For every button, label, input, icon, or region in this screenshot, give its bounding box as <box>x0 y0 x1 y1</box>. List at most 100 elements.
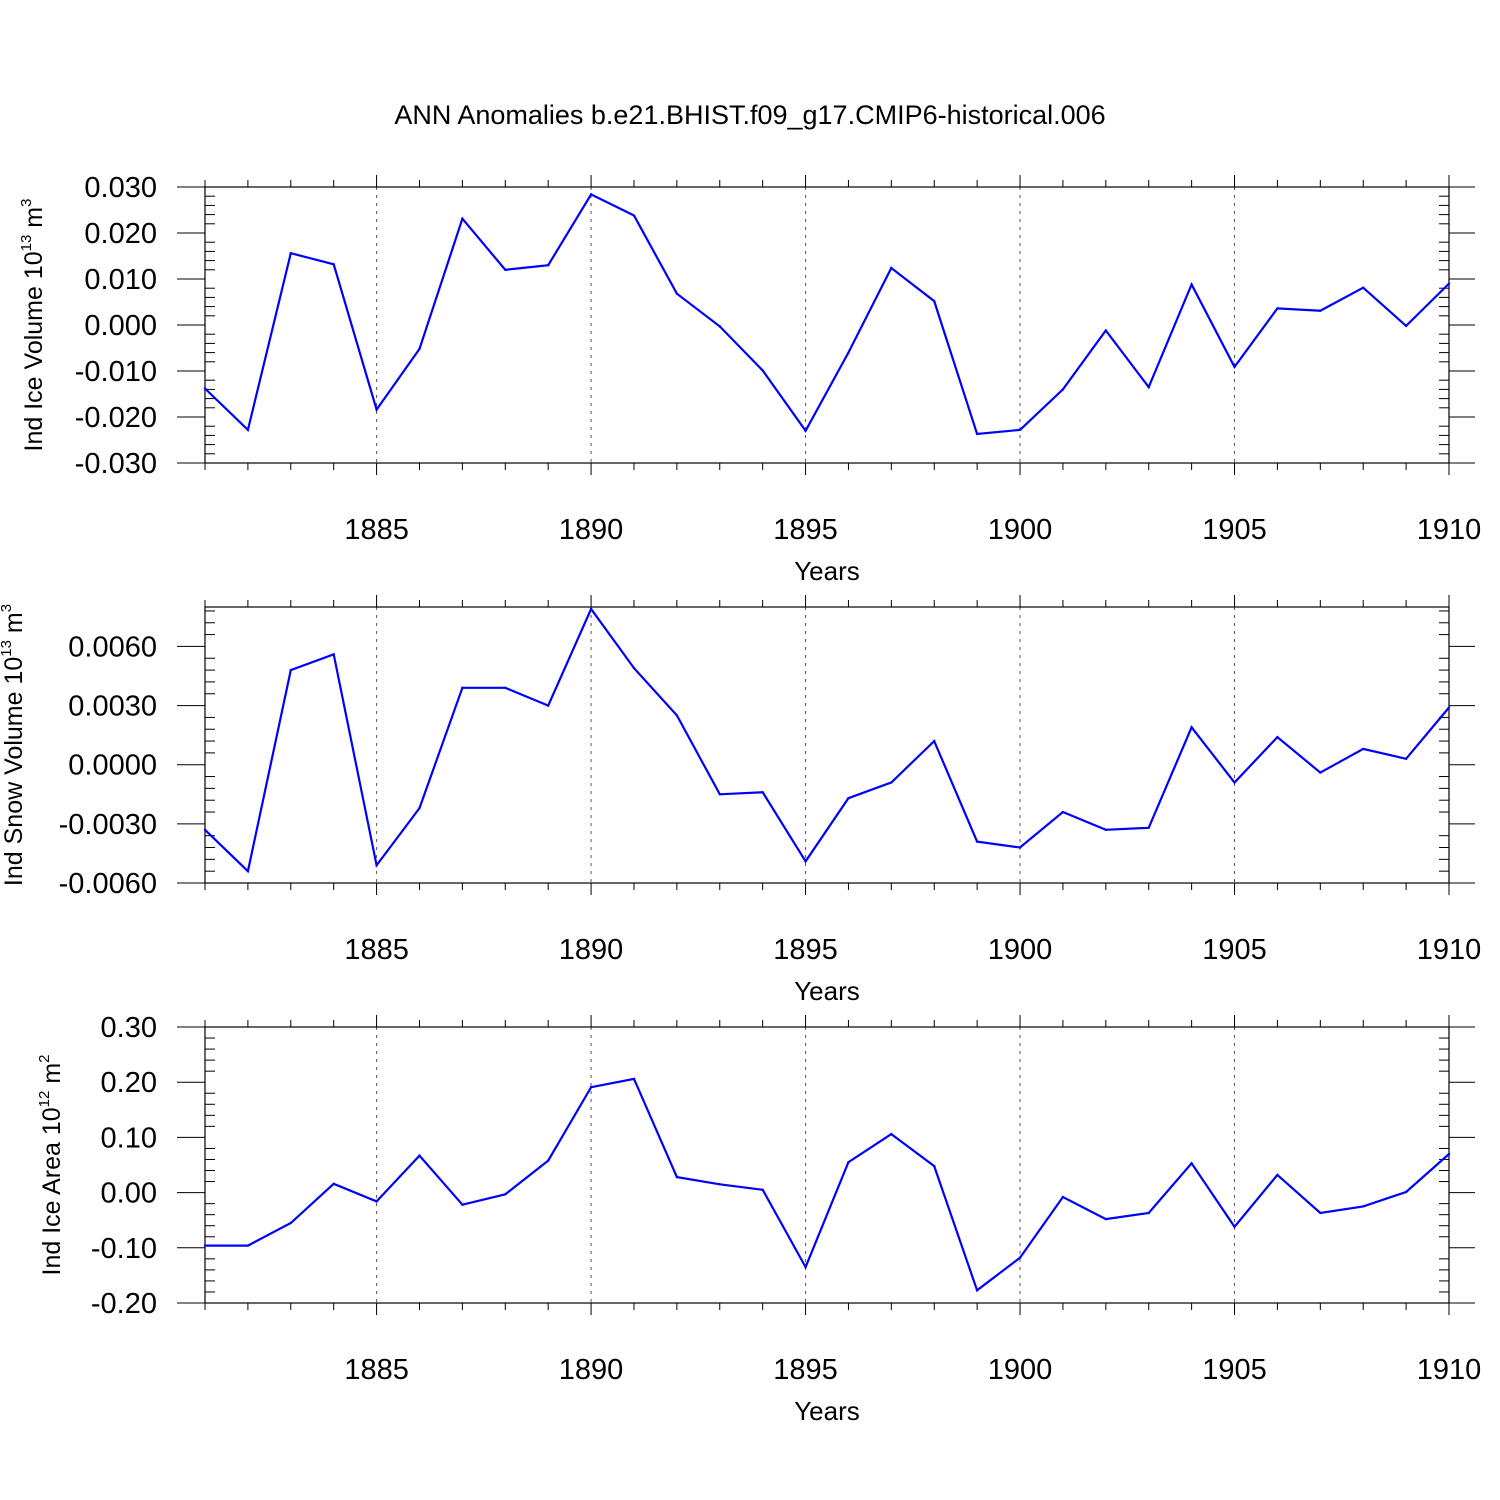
data-point <box>246 428 250 432</box>
x-tick-label: 1895 <box>773 934 838 966</box>
plot-frame <box>204 606 1450 884</box>
data-point <box>289 668 292 672</box>
data-point <box>1061 810 1065 814</box>
data-point <box>632 214 636 217</box>
y-axis-label-ylabel-unit: m <box>38 1063 66 1091</box>
plot-frame <box>204 1026 1450 1304</box>
y-axis-label: Ind Snow Volume 1013 m3 <box>0 604 28 886</box>
data-point <box>933 299 936 303</box>
series-line <box>205 1077 1450 1293</box>
data-point <box>375 408 378 411</box>
y-axis-label-ylabel-exp: 12 <box>36 1091 53 1108</box>
y-axis-label-ylabel-exp: 13 <box>18 235 35 252</box>
panel-2: -0.0060 -0.0030 0.0000 0.0030 0.0060 1885 1890… <box>0 595 1481 1006</box>
x-tick-label: 1900 <box>988 934 1053 966</box>
y-axis-label-ylabel-exp: 13 <box>0 640 15 657</box>
y-tick-label: 0.30 <box>101 1012 157 1044</box>
x-tick-label: 1905 <box>1202 934 1267 966</box>
data-point <box>1362 1205 1365 1208</box>
panel-1: -0.030 -0.020 -0.010 0.000 0.010 0.020 0.030 18… <box>18 172 1481 586</box>
data-point <box>718 325 721 328</box>
data-point <box>890 266 893 270</box>
data-point <box>761 791 764 794</box>
y-tick-label: -0.0060 <box>59 868 157 900</box>
x-tick-label: 1890 <box>559 1354 624 1386</box>
data-point <box>1104 329 1108 332</box>
y-tick-label: -0.0030 <box>59 809 157 841</box>
data-point <box>804 1265 807 1269</box>
data-point <box>761 369 764 372</box>
y-tick-label: -0.10 <box>91 1233 157 1265</box>
data-point <box>890 1132 893 1136</box>
data-point <box>1233 781 1236 784</box>
data-point <box>418 1154 421 1157</box>
data-point <box>1018 1256 1022 1259</box>
data-point <box>1233 365 1236 369</box>
data-point <box>632 666 636 670</box>
data-point <box>504 1193 507 1196</box>
y-tick-label: 0.00 <box>101 1178 157 1210</box>
data-point <box>975 840 979 843</box>
data-point <box>847 1161 850 1164</box>
data-point <box>804 429 807 432</box>
y-axis-label-ylabel-unit: m <box>20 207 48 235</box>
data-point <box>203 1244 207 1247</box>
data-point <box>461 1203 464 1206</box>
data-point <box>1104 1217 1108 1221</box>
data-point <box>718 793 721 796</box>
data-point <box>933 739 936 743</box>
series-line <box>204 192 1450 436</box>
data-point <box>1404 757 1408 760</box>
data-point <box>589 193 593 196</box>
data-point <box>1319 1211 1322 1215</box>
data-point <box>203 387 207 390</box>
data-point <box>589 607 593 611</box>
y-tick-label: 0.000 <box>84 310 157 342</box>
data-point <box>1404 324 1408 328</box>
data-point <box>1447 282 1451 285</box>
y-tick-label: -0.010 <box>75 356 157 388</box>
data-point <box>847 351 850 354</box>
data-point <box>1276 307 1279 310</box>
data-point <box>1362 286 1365 289</box>
data-point <box>546 704 550 707</box>
data-point <box>632 1077 636 1081</box>
x-tick-label: 1905 <box>1202 514 1267 546</box>
data-point <box>289 1221 292 1225</box>
y-axis-label: Ind Ice Area 1012 m2 <box>36 1055 66 1276</box>
data-point <box>1104 828 1108 831</box>
data-point <box>1276 1173 1279 1177</box>
data-point <box>289 252 292 255</box>
x-tick-label: 1900 <box>988 1354 1053 1386</box>
y-tick-label: 0.010 <box>84 264 157 296</box>
data-point <box>332 653 335 656</box>
y-tick-label: 0.030 <box>84 172 157 204</box>
x-tick-label: 1890 <box>559 514 624 546</box>
x-tick-label: 1895 <box>773 1354 838 1386</box>
data-point <box>1147 826 1150 829</box>
x-axis-label: Years <box>794 1396 860 1426</box>
y-axis-label-ylabel-prefix: Ind Snow Volume 10 <box>0 657 28 886</box>
data-point <box>975 432 979 436</box>
data-point <box>890 781 893 784</box>
data-point <box>1233 1225 1236 1229</box>
data-point <box>332 263 335 266</box>
data-point <box>1018 428 1022 432</box>
y-axis-label-ylabel-unit: m <box>0 612 28 640</box>
x-tick-label: 1900 <box>988 514 1053 546</box>
x-tick-label: 1885 <box>344 1354 409 1386</box>
y-tick-label: 0.0060 <box>68 631 157 663</box>
data-point <box>1190 283 1193 286</box>
data-point <box>847 797 850 800</box>
x-axis-label: Years <box>794 556 860 586</box>
y-tick-label: 0.0000 <box>68 750 157 782</box>
data-point <box>1018 846 1022 849</box>
data-point <box>975 1289 979 1292</box>
data-point <box>1147 1211 1150 1215</box>
plot-frame <box>204 186 1450 464</box>
y-axis-label-ylabel-prefix: Ind Ice Volume 10 <box>20 251 48 451</box>
y-axis-label-ylabel-prefix: Ind Ice Area 10 <box>38 1107 66 1275</box>
data-point <box>546 264 550 267</box>
series-line <box>204 606 1450 874</box>
x-axis-label: Years <box>794 976 860 1006</box>
